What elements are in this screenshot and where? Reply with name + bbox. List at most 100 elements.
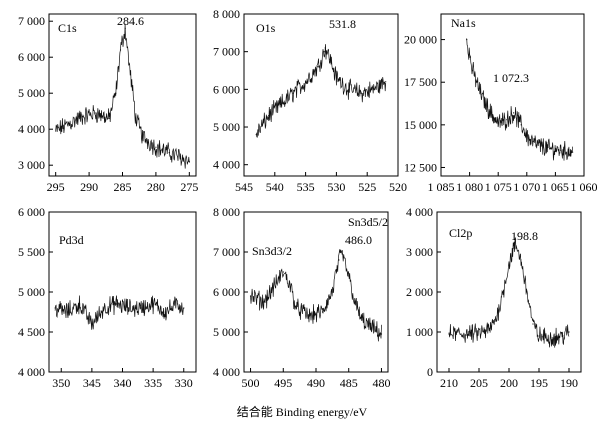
data-point (497, 122, 499, 124)
x-tick-label: 190 (560, 376, 578, 390)
data-point (280, 103, 282, 105)
data-point (480, 93, 482, 95)
data-point (308, 315, 311, 317)
x-tick-label: 1 065 (542, 180, 569, 194)
y-tick-label: 15 000 (404, 118, 437, 132)
data-point (249, 295, 252, 297)
y-tick-label: 20 000 (404, 33, 437, 47)
peak-label: 486.0 (345, 233, 372, 247)
panel-label: Sn3d5/2 (348, 215, 388, 229)
data-point (272, 287, 275, 289)
data-point (549, 148, 551, 150)
data-point (354, 303, 356, 305)
y-tick-label: 4 000 (18, 122, 45, 136)
data-point (348, 275, 350, 277)
data-point (103, 307, 105, 309)
peak-label: 198.8 (511, 229, 538, 243)
y-tick-label: 5 000 (213, 325, 240, 339)
data-point (115, 92, 117, 94)
data-point (289, 283, 291, 285)
x-tick-label: 485 (340, 376, 358, 390)
x-tick-label: 480 (372, 376, 390, 390)
data-point (489, 110, 491, 112)
data-point (268, 115, 270, 117)
spectrum-trace (448, 236, 570, 348)
y-tick-label: 0 (427, 365, 433, 379)
x-tick-label: 335 (144, 376, 162, 390)
panel-label: O1s (256, 21, 276, 35)
y-tick-label: 8 000 (213, 205, 240, 219)
y-tick-label: 6 000 (213, 82, 240, 96)
data-point (108, 117, 110, 119)
data-point (168, 152, 170, 154)
y-tick-label: 17 500 (404, 75, 437, 89)
data-point (385, 81, 387, 83)
spectrum-trace (55, 23, 190, 169)
x-tick-label: 1 080 (456, 180, 483, 194)
data-point (460, 333, 462, 335)
data-point (66, 311, 68, 313)
data-point (550, 337, 552, 339)
spectrum-trace (255, 44, 387, 138)
data-point (155, 146, 157, 148)
plot-frame (243, 13, 399, 177)
data-point (188, 161, 190, 163)
data-point (54, 307, 56, 309)
data-point (560, 149, 562, 151)
data-point (471, 69, 474, 71)
x-tick-label: 1 085 (428, 180, 455, 194)
x-axis-caption: 结合能 Binding energy/eV (236, 405, 368, 419)
spectrum-trace (54, 295, 185, 330)
data-point (324, 47, 326, 49)
data-point (448, 333, 450, 335)
data-point (472, 333, 474, 335)
data-point (115, 303, 117, 305)
y-tick-label: 4 000 (18, 365, 45, 379)
peak-label: 531.8 (329, 17, 356, 31)
data-point (263, 301, 265, 303)
y-tick-label: 5 500 (18, 245, 45, 259)
data-point (182, 157, 184, 159)
data-point (183, 307, 185, 309)
y-tick-label: 2 000 (406, 285, 433, 299)
data-point (331, 291, 333, 293)
x-tick-label: 330 (175, 376, 193, 390)
y-tick-label: 6 000 (18, 205, 45, 219)
data-point (323, 51, 325, 53)
x-tick-label: 290 (80, 180, 98, 194)
data-point (520, 124, 522, 126)
y-tick-label: 6 000 (18, 50, 45, 64)
data-point (372, 88, 374, 90)
data-point (55, 130, 57, 132)
y-tick-label: 7 000 (18, 14, 45, 28)
panel-label: Sn3d3/2 (252, 244, 292, 258)
data-point (321, 311, 324, 313)
data-point (341, 253, 343, 255)
x-tick-label: 1 070 (513, 180, 540, 194)
x-tick-label: 205 (470, 376, 488, 390)
data-point (152, 303, 154, 305)
data-point (380, 333, 383, 335)
data-point (128, 307, 130, 309)
data-point (140, 307, 142, 309)
data-point (526, 291, 528, 293)
data-point (128, 63, 130, 65)
x-tick-label: 495 (274, 376, 292, 390)
y-tick-label: 8 000 (213, 7, 240, 21)
spectrum-panel: 545 540 535 530 525 520 4 000 5 000 6 000 7 000 8 … (213, 7, 407, 194)
data-point (317, 66, 319, 68)
data-point (572, 151, 574, 153)
y-tick-label: 5 000 (18, 285, 45, 299)
data-point (529, 139, 531, 141)
data-point (338, 259, 340, 261)
data-point (513, 247, 515, 249)
x-tick-label: 345 (83, 376, 101, 390)
data-point (490, 327, 492, 329)
data-point (292, 92, 294, 94)
y-tick-label: 7 000 (213, 245, 240, 259)
data-point (496, 315, 498, 317)
x-tick-label: 280 (147, 180, 165, 194)
x-tick-label: 520 (389, 180, 407, 194)
data-point (135, 117, 137, 119)
data-point (537, 144, 539, 146)
